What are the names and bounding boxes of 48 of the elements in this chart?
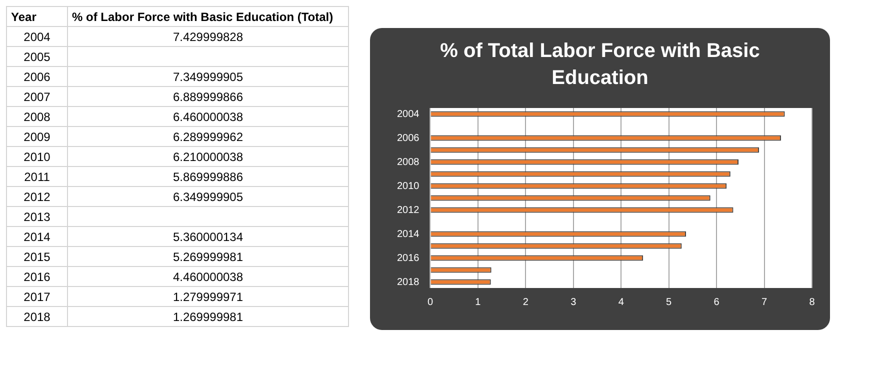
text: 7.429999828: [68, 26, 348, 46]
text: 5.360000134: [68, 226, 348, 246]
y-tick-label: 2010: [396, 180, 420, 192]
text: 2012: [6, 186, 68, 206]
y-tick-label: 2012: [396, 204, 420, 216]
text: 2006: [6, 66, 68, 86]
text: 2016: [6, 266, 68, 286]
text: 2004: [6, 26, 68, 46]
chart-title: % of Total Labor Force with Basic Education: [439, 39, 761, 91]
text: % of Labor Force with Basic Education (Total): [68, 6, 348, 26]
text: 5.269999981: [68, 246, 348, 266]
text: 2005: [6, 46, 68, 66]
x-tick-label: 2: [522, 296, 529, 308]
text: 6.460000038: [68, 106, 348, 126]
x-tick-label: 3: [570, 296, 577, 308]
x-tick-label: 6: [714, 296, 720, 308]
text: 1.279999971: [68, 286, 348, 306]
x-tick-label: 8: [809, 296, 816, 308]
text: 1.269999981: [68, 306, 348, 326]
text: 6.889999866: [68, 86, 348, 106]
text: 4.460000038: [68, 266, 348, 286]
y-tick-label: 2018: [396, 276, 420, 288]
text: 2014: [6, 226, 68, 246]
text: 2017: [6, 286, 68, 306]
text: 7.349999905: [68, 66, 348, 86]
text: 6.210000038: [68, 146, 348, 166]
x-tick-label: 4: [618, 296, 624, 308]
y-tick-label: 2006: [396, 132, 420, 144]
x-tick-label: 5: [666, 296, 672, 308]
text: 2009: [6, 126, 68, 146]
y-tick-label: 2004: [396, 108, 420, 120]
text: 2008: [6, 106, 68, 126]
text: 2015: [6, 246, 68, 266]
text: 2018: [6, 306, 68, 326]
y-tick-label: 2014: [396, 228, 420, 240]
y-tick-label: 2008: [396, 156, 420, 168]
x-tick-label: 7: [762, 296, 768, 308]
text: 6.289999962: [68, 126, 348, 146]
text: 2011: [6, 166, 68, 186]
text: 5.869999886: [68, 166, 348, 186]
text: 2013: [6, 206, 68, 226]
text: 2010: [6, 146, 68, 166]
x-tick-label: 1: [475, 296, 482, 308]
text: Year: [6, 6, 68, 26]
x-tick-label: 0: [427, 296, 434, 308]
text: 2007: [6, 86, 68, 106]
text: 6.349999905: [68, 186, 348, 206]
y-tick-label: 2016: [396, 252, 420, 264]
